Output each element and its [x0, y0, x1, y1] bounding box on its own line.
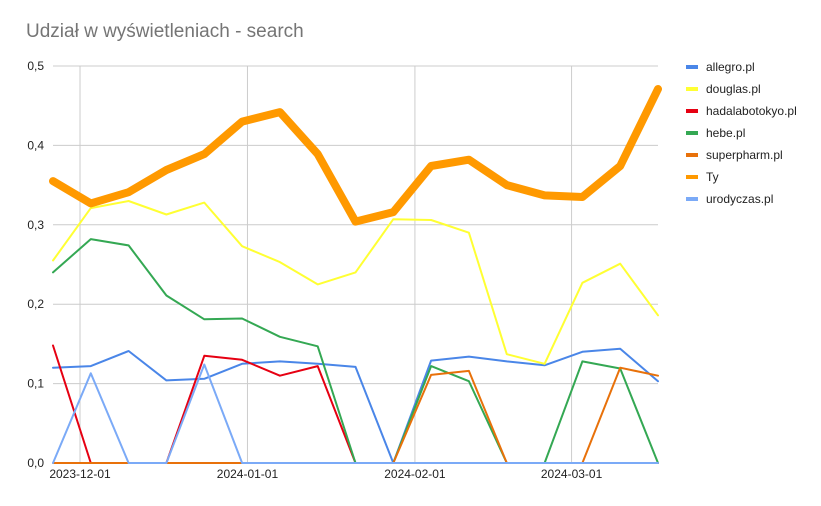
y-tick-label: 0,3	[27, 218, 44, 232]
legend-swatch	[686, 153, 698, 157]
legend-swatch	[686, 109, 698, 113]
series-line-superpharm-pl	[52, 366, 659, 464]
x-tick-label: 2024-01-01	[217, 467, 279, 481]
series-line-douglas-pl	[52, 200, 659, 365]
x-tick-label: 2024-03-01	[541, 467, 603, 481]
legend-entry: Ty	[706, 170, 719, 184]
legend-swatch	[686, 197, 698, 201]
legend-entry: urodyczas.pl	[706, 192, 773, 206]
series-line-ty	[49, 85, 662, 226]
series-line-urodyczas-pl	[52, 363, 659, 464]
x-tick-label: 2024-02-01	[384, 467, 446, 481]
legend-entry: hebe.pl	[706, 126, 745, 140]
legend-swatch	[686, 87, 698, 91]
legend-swatch	[686, 175, 698, 179]
y-tick-label: 0,0	[27, 456, 44, 470]
y-tick-label: 0,4	[27, 138, 44, 152]
legend-entry: superpharm.pl	[706, 148, 783, 162]
y-tick-label: 0,2	[27, 297, 44, 311]
series-line-allegro-pl	[52, 347, 659, 464]
y-tick-label: 0,5	[27, 59, 44, 73]
legend-entry: hadalabotokyo.pl	[706, 104, 797, 118]
legend-entry: douglas.pl	[706, 82, 761, 96]
y-tick-label: 0,1	[27, 377, 44, 391]
legend-swatch	[686, 131, 698, 135]
x-tick-label: 2023-12-01	[49, 467, 111, 481]
legend-entry: allegro.pl	[706, 60, 755, 74]
chart-title: Udział w wyświetleniach - search	[26, 21, 304, 42]
legend-swatch	[686, 65, 698, 69]
